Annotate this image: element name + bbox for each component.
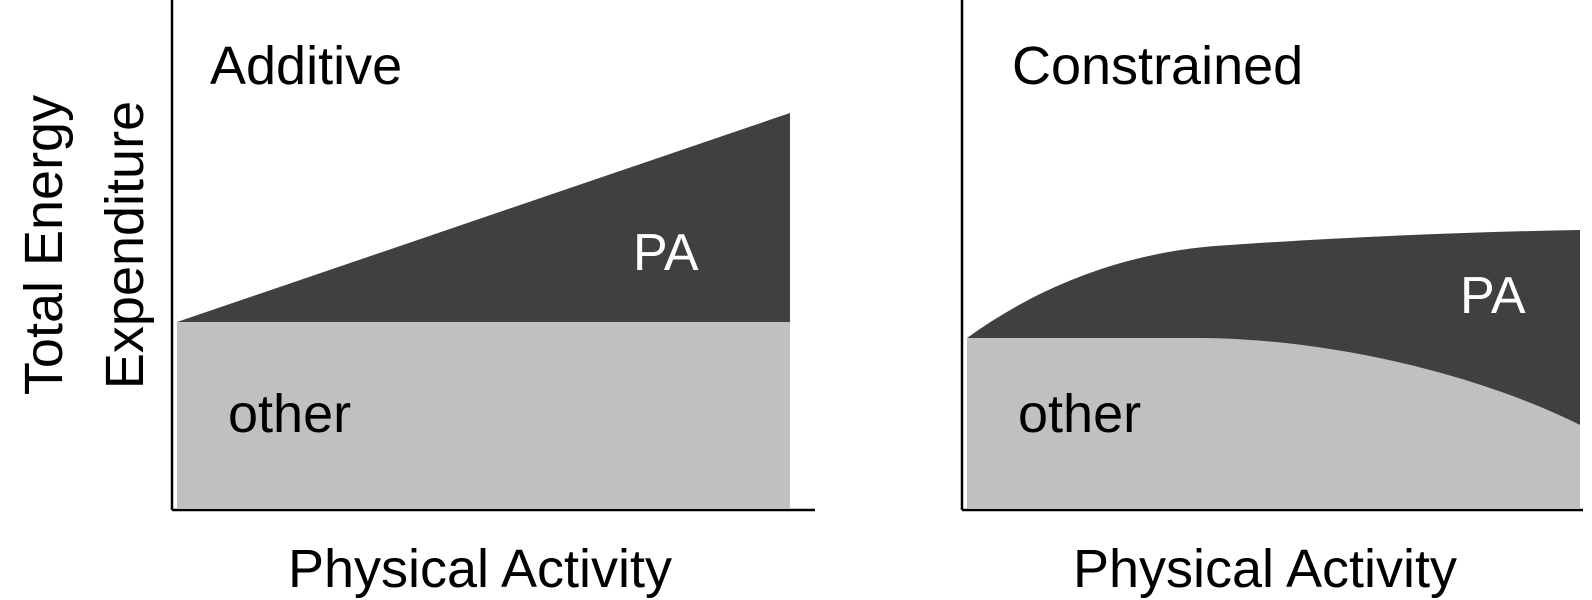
x-axis-label: Physical Activity [1073, 539, 1457, 599]
panel-title: Constrained [1012, 36, 1303, 96]
pa-area [967, 230, 1580, 425]
y-axis-label-line2: Expenditure [95, 101, 155, 389]
other-area [177, 322, 790, 508]
panel-additive: Additive PA other Physical Activity [170, 0, 815, 599]
other-label: other [228, 384, 351, 444]
other-area [967, 338, 1580, 508]
panel-title: Additive [210, 36, 402, 96]
pa-label: PA [1460, 267, 1526, 325]
panel-constrained: Constrained PA other Physical Activity [960, 0, 1583, 599]
pa-label: PA [633, 224, 699, 282]
y-axis-label-line1: Total Energy [14, 95, 74, 395]
other-label: other [1018, 384, 1141, 444]
pa-area [177, 113, 790, 322]
x-axis-label: Physical Activity [288, 539, 672, 599]
